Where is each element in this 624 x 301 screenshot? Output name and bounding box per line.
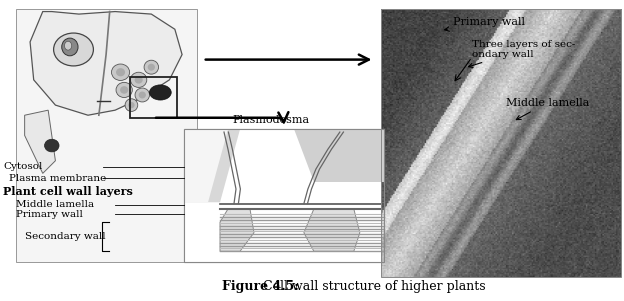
Ellipse shape: [129, 102, 135, 108]
Text: Primary wall: Primary wall: [16, 210, 82, 219]
Polygon shape: [25, 110, 56, 173]
Text: Cytosol: Cytosol: [3, 162, 42, 171]
Text: Plant cell wall layers: Plant cell wall layers: [3, 186, 133, 197]
Ellipse shape: [148, 64, 155, 71]
Ellipse shape: [130, 72, 147, 87]
Ellipse shape: [44, 139, 59, 152]
Bar: [184, 129, 384, 262]
Polygon shape: [304, 209, 360, 251]
Text: Plasma membrane: Plasma membrane: [9, 174, 107, 183]
Ellipse shape: [120, 86, 129, 94]
Ellipse shape: [139, 92, 146, 98]
Ellipse shape: [144, 60, 158, 74]
Ellipse shape: [116, 82, 132, 98]
Polygon shape: [30, 11, 182, 115]
Text: Figure 4.5:: Figure 4.5:: [222, 281, 298, 293]
Ellipse shape: [64, 41, 72, 50]
Text: Cell wall structure of higher plants: Cell wall structure of higher plants: [259, 281, 485, 293]
Text: Middle lamella: Middle lamella: [505, 98, 589, 119]
Polygon shape: [184, 129, 240, 202]
Ellipse shape: [135, 88, 150, 102]
Text: Middle lamella: Middle lamella: [16, 200, 94, 209]
Polygon shape: [184, 129, 228, 202]
Polygon shape: [220, 209, 254, 251]
Text: Plasmodesma: Plasmodesma: [233, 115, 310, 125]
Text: Three layers of sec-
ondary wall: Three layers of sec- ondary wall: [469, 39, 575, 67]
Ellipse shape: [125, 99, 138, 111]
Bar: [184, 129, 384, 262]
Ellipse shape: [62, 38, 78, 56]
Text: Secondary wall: Secondary wall: [25, 232, 105, 241]
Ellipse shape: [116, 68, 125, 76]
Bar: [16, 9, 197, 262]
Ellipse shape: [135, 76, 143, 84]
Bar: [184, 129, 384, 262]
Polygon shape: [294, 129, 384, 182]
Bar: [381, 9, 621, 277]
Ellipse shape: [150, 85, 171, 100]
Ellipse shape: [112, 64, 130, 80]
Bar: [130, 77, 177, 118]
Text: Primary wall: Primary wall: [445, 17, 525, 31]
Ellipse shape: [54, 33, 94, 66]
